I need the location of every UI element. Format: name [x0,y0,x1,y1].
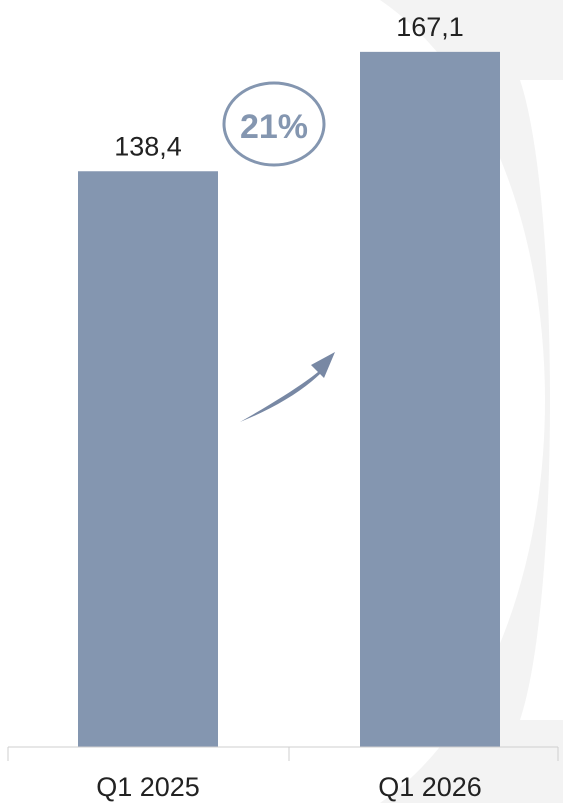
growth-arrow-icon [240,352,335,422]
value-labels-group: 138,4 167,1 [114,12,464,161]
background-swoosh [380,0,563,803]
growth-badge-text: 21% [240,108,308,146]
x-tick-label-1: Q1 2025 [96,772,200,802]
value-label-2: 167,1 [396,12,464,42]
x-axis-ticks [7,747,559,761]
background-swoosh-inner [520,80,563,720]
bars-group [78,51,500,748]
bar-2 [360,51,500,747]
growth-badge-circle [222,81,326,167]
value-label-1: 138,4 [114,131,182,161]
x-tick-label-2: Q1 2026 [378,772,482,802]
bar-1 [78,171,218,748]
growth-annotation: 21% [222,81,335,422]
x-axis-labels: Q1 2025 Q1 2026 [96,772,482,802]
